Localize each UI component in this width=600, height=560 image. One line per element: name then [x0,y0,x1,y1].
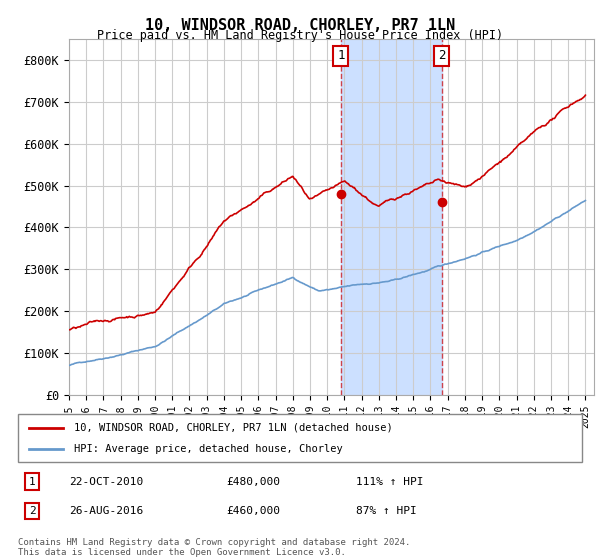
Text: 10, WINDSOR ROAD, CHORLEY, PR7 1LN (detached house): 10, WINDSOR ROAD, CHORLEY, PR7 1LN (deta… [74,423,393,433]
Text: HPI: Average price, detached house, Chorley: HPI: Average price, detached house, Chor… [74,444,343,454]
Text: 2: 2 [438,49,445,62]
Text: 22-OCT-2010: 22-OCT-2010 [69,477,143,487]
Text: 10, WINDSOR ROAD, CHORLEY, PR7 1LN: 10, WINDSOR ROAD, CHORLEY, PR7 1LN [145,18,455,33]
Text: 87% ↑ HPI: 87% ↑ HPI [356,506,417,516]
Text: Contains HM Land Registry data © Crown copyright and database right 2024.
This d: Contains HM Land Registry data © Crown c… [18,538,410,557]
Text: 2: 2 [29,506,35,516]
Text: 1: 1 [29,477,35,487]
FancyBboxPatch shape [18,414,582,462]
Text: 26-AUG-2016: 26-AUG-2016 [69,506,143,516]
Text: Price paid vs. HM Land Registry's House Price Index (HPI): Price paid vs. HM Land Registry's House … [97,29,503,42]
Text: £480,000: £480,000 [227,477,281,487]
Text: 1: 1 [337,49,345,62]
Text: 111% ↑ HPI: 111% ↑ HPI [356,477,424,487]
Bar [341,39,442,395]
Text: £460,000: £460,000 [227,506,281,516]
